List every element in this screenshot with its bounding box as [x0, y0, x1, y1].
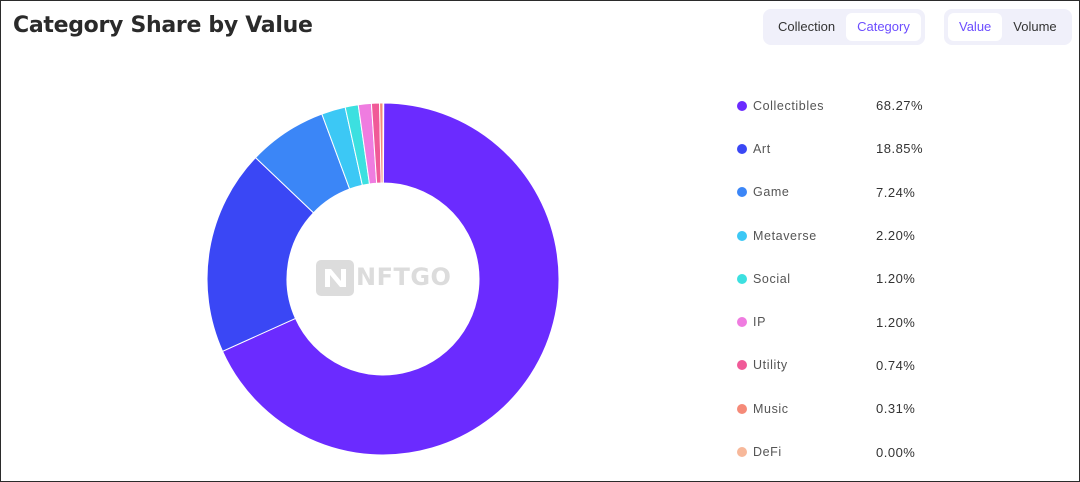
- legend-dot-icon: [737, 143, 747, 154]
- legend-item-collectibles[interactable]: Collectibles 68.27%: [737, 84, 923, 127]
- legend-label: Game: [753, 185, 790, 200]
- legend-item-metaverse[interactable]: Metaverse 2.20%: [737, 214, 915, 257]
- legend-label: DeFi: [753, 445, 782, 460]
- legend-percentage: 0.00%: [876, 444, 916, 460]
- legend-item-music[interactable]: Music 0.31%: [737, 387, 915, 430]
- legend-percentage: 1.20%: [876, 314, 916, 330]
- legend-label: Metaverse: [753, 228, 817, 243]
- legend-dot-icon: [737, 447, 747, 458]
- slice-defi[interactable]: [382, 102, 385, 184]
- legend-item-ip[interactable]: IP 1.20%: [737, 300, 915, 343]
- legend-percentage: 2.20%: [876, 228, 916, 244]
- legend-dot-icon: [737, 187, 747, 198]
- watermark-brand: NFTGO: [356, 263, 452, 291]
- legend-label: Collectibles: [753, 98, 825, 113]
- legend-dot-icon: [737, 230, 747, 241]
- legend-dot-icon: [737, 273, 747, 284]
- donut-chart: [206, 102, 560, 456]
- legend-item-art[interactable]: Art 18.85%: [737, 127, 923, 170]
- group-toggle: Collection Category: [763, 9, 925, 45]
- toggle-category-option[interactable]: Category: [846, 13, 921, 41]
- legend-item-social[interactable]: Social 1.20%: [737, 257, 915, 300]
- legend-item-utility[interactable]: Utility 0.74%: [737, 344, 915, 387]
- legend-dot-icon: [737, 360, 747, 371]
- legend-item-defi[interactable]: DeFi 0.00%: [737, 430, 915, 473]
- legend-percentage: 1.20%: [876, 271, 916, 287]
- legend-percentage: 68.27%: [876, 98, 924, 114]
- metric-toggle: Value Volume: [944, 9, 1072, 45]
- toggle-collection-option[interactable]: Collection: [778, 19, 836, 34]
- legend-dot-icon: [737, 100, 747, 111]
- legend-percentage: 18.85%: [876, 141, 924, 157]
- nftgo-logo-icon: [316, 260, 354, 296]
- legend-label: Art: [753, 141, 771, 156]
- legend-percentage: 0.31%: [876, 401, 916, 417]
- chart-legend: Collectibles 68.27% Art 18.85% Game 7.24% Meta…: [737, 84, 923, 474]
- slice-collectibles[interactable]: [221, 102, 560, 456]
- legend-item-game[interactable]: Game 7.24%: [737, 171, 915, 214]
- legend-label: Music: [753, 401, 789, 416]
- donut-slices: [206, 102, 560, 456]
- toggle-value-option[interactable]: Value: [948, 13, 1003, 41]
- legend-dot-icon: [737, 403, 747, 414]
- legend-label: Utility: [753, 358, 788, 373]
- legend-label: IP: [753, 315, 767, 330]
- legend-dot-icon: [737, 317, 747, 328]
- page-title: Category Share by Value: [13, 13, 313, 38]
- legend-percentage: 0.74%: [876, 357, 916, 373]
- legend-label: Social: [753, 271, 791, 286]
- legend-percentage: 7.24%: [876, 184, 916, 200]
- toggle-volume-option[interactable]: Volume: [1013, 19, 1057, 34]
- slice-art[interactable]: [206, 156, 315, 352]
